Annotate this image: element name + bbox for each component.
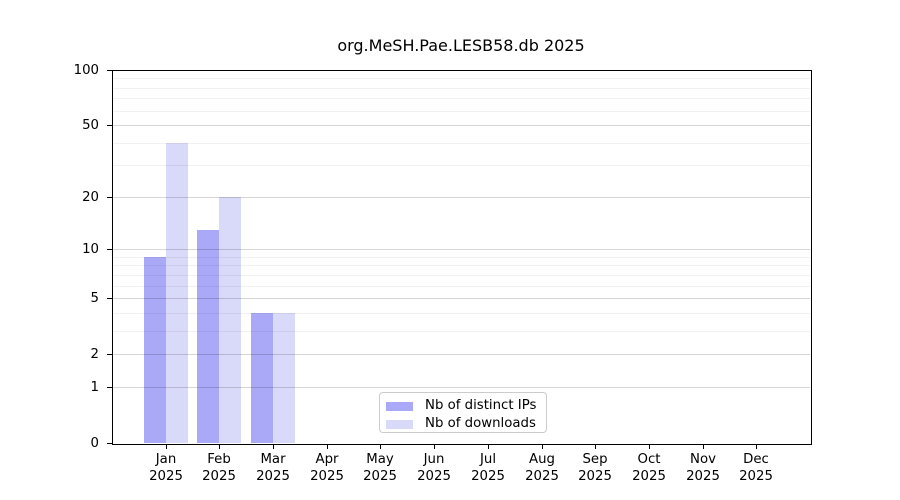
- y-tick-label: 100: [73, 63, 99, 78]
- bar-jan-ips: [143, 256, 166, 443]
- bar-mar-downloads: [273, 312, 296, 443]
- y-tick-mark: [107, 298, 112, 299]
- legend-label: Nb of distinct IPs: [425, 398, 537, 413]
- x-tick-mark: [219, 444, 220, 449]
- minor-gridline: [113, 78, 810, 79]
- x-tick-mark: [380, 444, 381, 449]
- y-tick-label: 10: [82, 242, 99, 257]
- y-tick-label: 0: [90, 436, 99, 451]
- legend-item-downloads: Nb of downloads: [386, 416, 546, 432]
- y-tick-mark: [107, 354, 112, 355]
- y-tick-label: 5: [90, 291, 99, 306]
- legend-swatch-distinct-ips: [386, 401, 413, 411]
- x-tick-mark: [166, 444, 167, 449]
- x-tick-mark: [756, 444, 757, 449]
- y-tick-mark: [107, 443, 112, 444]
- x-tick-label-apr: Apr 2025: [310, 452, 344, 484]
- major-gridline: [113, 125, 810, 126]
- minor-gridline: [113, 286, 810, 287]
- x-tick-label-sep: Sep 2025: [578, 452, 612, 484]
- x-tick-mark: [327, 444, 328, 449]
- x-tick-mark: [649, 444, 650, 449]
- x-tick-mark: [488, 444, 489, 449]
- bar-jan-downloads: [165, 142, 188, 443]
- minor-gridline: [113, 143, 810, 144]
- bar-feb-downloads: [219, 196, 242, 443]
- y-tick-label: 50: [82, 118, 99, 133]
- major-gridline: [113, 387, 810, 388]
- x-tick-label-mar: Mar 2025: [256, 452, 290, 484]
- major-gridline: [113, 354, 810, 355]
- x-tick-label-jun: Jun 2025: [417, 452, 451, 484]
- y-tick-mark: [107, 197, 112, 198]
- x-tick-label-feb: Feb 2025: [202, 452, 236, 484]
- x-tick-mark: [273, 444, 274, 449]
- x-tick-label-may: May 2025: [363, 452, 397, 484]
- minor-gridline: [113, 88, 810, 89]
- legend: Nb of distinct IPs Nb of downloads: [379, 392, 547, 433]
- minor-gridline: [113, 275, 810, 276]
- x-tick-label-oct: Oct 2025: [632, 452, 666, 484]
- x-tick-label-aug: Aug 2025: [525, 452, 559, 484]
- x-tick-label-dec: Dec 2025: [739, 452, 773, 484]
- y-tick-mark: [107, 70, 112, 71]
- bar-mar-ips: [251, 312, 274, 443]
- y-tick-mark: [107, 387, 112, 388]
- y-tick-label: 1: [90, 380, 99, 395]
- minor-gridline: [113, 111, 810, 112]
- x-tick-mark: [542, 444, 543, 449]
- x-tick-label-jul: Jul 2025: [471, 452, 505, 484]
- minor-gridline: [113, 98, 810, 99]
- legend-swatch-downloads: [386, 419, 413, 429]
- y-tick-mark: [107, 249, 112, 250]
- minor-gridline: [113, 165, 810, 166]
- minor-gridline: [113, 265, 810, 266]
- x-tick-label-jan: Jan 2025: [149, 452, 183, 484]
- legend-label: Nb of downloads: [425, 416, 536, 431]
- legend-item-distinct-ips: Nb of distinct IPs: [386, 398, 546, 414]
- y-tick-label: 20: [82, 190, 99, 205]
- x-tick-mark: [703, 444, 704, 449]
- minor-gridline: [113, 313, 810, 314]
- major-gridline: [113, 197, 810, 198]
- major-gridline: [113, 298, 810, 299]
- minor-gridline: [113, 257, 810, 258]
- x-tick-label-nov: Nov 2025: [686, 452, 720, 484]
- chart-title: org.MeSH.Pae.LESB58.db 2025: [337, 36, 585, 55]
- x-tick-mark: [595, 444, 596, 449]
- y-tick-mark: [107, 125, 112, 126]
- x-tick-mark: [434, 444, 435, 449]
- bar-feb-ips: [197, 229, 220, 443]
- y-tick-label: 2: [90, 347, 99, 362]
- major-gridline: [113, 70, 810, 71]
- major-gridline: [113, 249, 810, 250]
- minor-gridline: [113, 331, 810, 332]
